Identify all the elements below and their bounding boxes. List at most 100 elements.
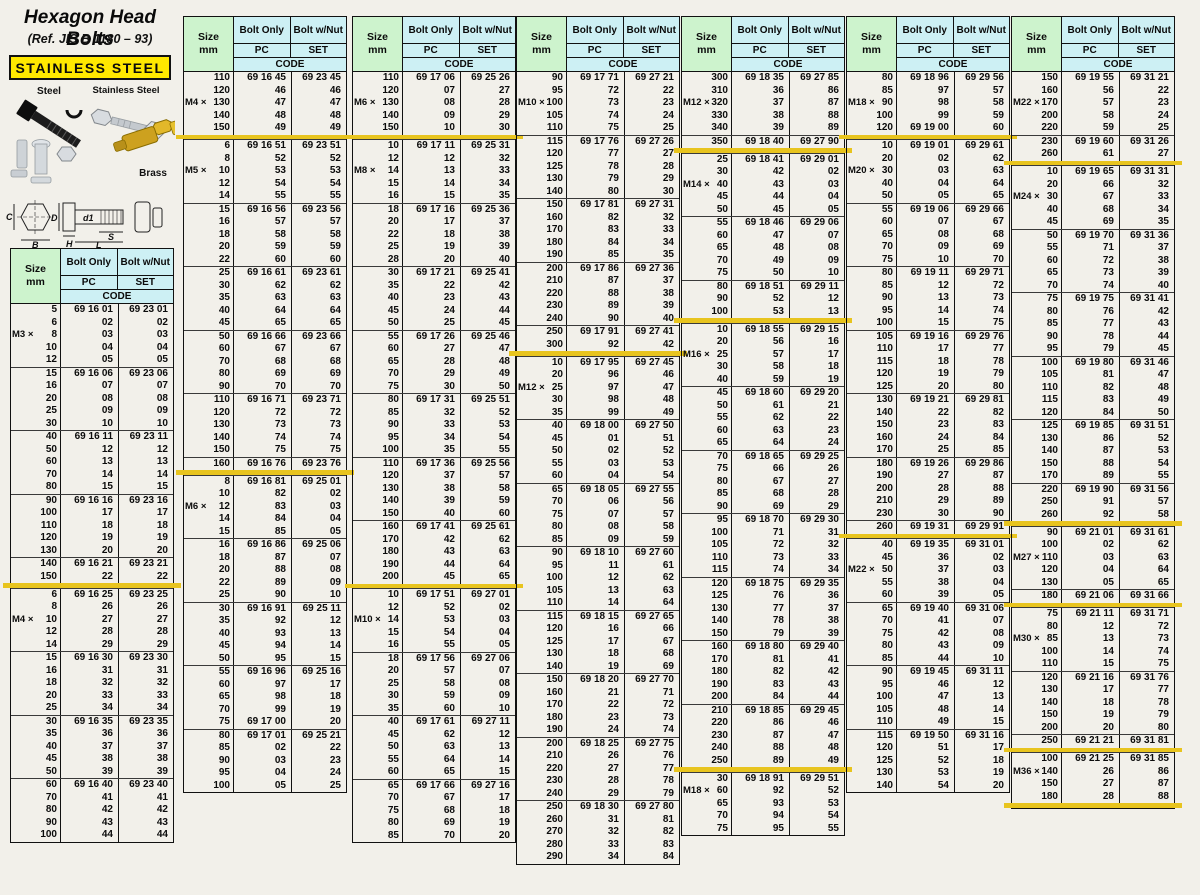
size-cell: 130 (11, 544, 61, 557)
thread-prefix-label (184, 526, 213, 539)
thread-prefix-label (11, 532, 40, 545)
set-code-value: 65 (1157, 576, 1169, 588)
set-code-value: 69 31 41 (1130, 293, 1169, 304)
size-cell: 230 (682, 729, 732, 742)
pc-code-value: 17 (403, 216, 461, 229)
size-cell: 200 (847, 482, 897, 495)
size-cell: 70 (353, 792, 403, 805)
unit-label: mm (368, 44, 387, 56)
set-header: SET (623, 44, 679, 57)
size-value: 115 (876, 355, 893, 367)
set-code-value: 44 (156, 829, 168, 840)
thread-prefix-label (517, 611, 546, 624)
table-row: 310 36 86 (682, 84, 844, 97)
table-row: 120 84 50 (1012, 406, 1174, 419)
table-row: 150 22 22 (11, 570, 173, 583)
table-row: 90 69 18 10 69 27 60 (517, 547, 679, 560)
size-cell: M27 × 110 (1012, 551, 1062, 564)
size-value: 100 (382, 444, 399, 455)
table-row: 45 44 04 (682, 191, 844, 204)
size-cell: 80 (11, 804, 61, 817)
size-cell: 6 (11, 588, 61, 601)
size-group: 50 69 16 66 69 23 66 60 67 67 70 68 68 80 69 69 90 70… (184, 329, 346, 393)
thread-prefix-label (517, 648, 546, 661)
pc-code-value: 58 (732, 361, 790, 374)
pc-code-value: 62 (234, 279, 292, 292)
size-cell: 125 (517, 160, 567, 173)
thread-prefix-label (682, 514, 711, 527)
set-code-value: 63 (992, 165, 1004, 176)
size-cell: 80 (353, 817, 403, 830)
set-code-value: 20 (329, 716, 341, 727)
table-row: 100 05 25 (184, 779, 346, 792)
thread-prefix-label (682, 425, 711, 438)
thread-prefix-label (353, 830, 382, 843)
set-code-value: 39 (662, 300, 674, 311)
pc-code-value: 38 (732, 109, 790, 122)
pc-code-value: 31 (567, 813, 625, 826)
thread-prefix-label: M5 × (185, 165, 207, 176)
size-cell: 15 (353, 177, 403, 190)
table-row: 30 59 09 (353, 690, 515, 703)
size-value: 16 (218, 539, 230, 550)
size-value: 100 (711, 305, 728, 317)
table-row: 125 17 67 (517, 635, 679, 648)
thread-prefix-label (517, 534, 546, 547)
pc-code-value: 70 (403, 829, 461, 842)
size-cell: 65 (682, 797, 732, 810)
pc-code-value: 69 19 21 (897, 394, 955, 407)
thread-prefix-label (847, 458, 876, 471)
pc-code-value: 69 19 31 (897, 521, 955, 534)
bolt-wnut-header: Bolt w/Nut (1118, 17, 1174, 43)
pc-code-value: 92 (732, 785, 790, 798)
pc-code-value: 67 (234, 343, 292, 356)
pc-code-value: 54 (897, 779, 955, 792)
thread-prefix-label (1012, 509, 1041, 522)
size-cell: 10 (847, 140, 897, 153)
size-value: 120 (382, 470, 399, 481)
size-value: 80 (387, 817, 399, 828)
size-value: 130 (876, 394, 893, 405)
size-group: 80 69 17 01 69 25 21 85 02 22 90 03 23 95 04 24 100 0… (184, 728, 346, 792)
size-cell: 50 (353, 741, 403, 754)
set-code-value: 69 25 56 (471, 457, 510, 469)
size-cell: 45 (1012, 216, 1062, 229)
table-row: 75 66 26 (682, 463, 844, 476)
set-code-value: 55 (329, 190, 341, 201)
table-row: M8 × 14 13 33 (353, 165, 515, 178)
size-value: 200 (876, 482, 893, 494)
set-code-value: 69 31 66 (1130, 590, 1169, 601)
size-value: 40 (881, 177, 893, 189)
set-code-value: 71 (662, 686, 674, 698)
thread-prefix-label (847, 254, 876, 267)
table-row: 200 84 44 (682, 691, 844, 704)
size-cell: 55 (353, 330, 403, 343)
size-value: 16 (45, 664, 57, 676)
table-row: 50 12 12 (11, 443, 173, 456)
table-row: 120 07 27 (353, 84, 515, 97)
pc-code-value: 87 (732, 729, 790, 742)
size-value: 50 (716, 399, 728, 411)
size-group: 220 69 19 90 69 31 56 250 91 57 260 92 58 (1012, 482, 1174, 522)
size-value: 260 (876, 521, 893, 532)
size-group: 10 69 19 65 69 31 31 20 66 32 M24 × 30 67 33 40 68 3… (1012, 165, 1174, 229)
set-code-value: 69 25 46 (471, 330, 510, 342)
size-value: 20 (387, 216, 399, 227)
set-code-value: 69 31 16 (965, 729, 1004, 741)
table-row: M6 × 12 83 03 (184, 500, 346, 513)
pc-code-value: 78 (567, 160, 625, 173)
set-code-value: 69 31 81 (1130, 735, 1169, 746)
size-value: 80 (881, 72, 893, 83)
size-value: 8 (51, 601, 57, 612)
table-row: 50 25 45 (353, 317, 515, 330)
thread-prefix-label (353, 122, 382, 135)
size-cell: 40 (11, 431, 61, 444)
set-code-value: 18 (992, 754, 1004, 766)
set-code-value: 42 (1157, 305, 1169, 317)
size-cell: 30 (682, 166, 732, 179)
size-value: 70 (218, 355, 230, 367)
set-header: SET (953, 44, 1009, 57)
size-value: 105 (711, 539, 728, 550)
set-code-value: 52 (1157, 432, 1169, 444)
set-code-value: 47 (662, 381, 674, 393)
